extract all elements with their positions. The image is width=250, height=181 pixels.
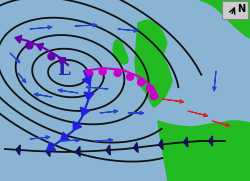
Polygon shape <box>82 76 92 85</box>
FancyArrow shape <box>58 89 78 93</box>
FancyArrow shape <box>18 73 26 83</box>
Polygon shape <box>208 136 212 146</box>
FancyBboxPatch shape <box>222 1 248 19</box>
Circle shape <box>150 92 157 100</box>
Circle shape <box>138 79 144 86</box>
Polygon shape <box>84 92 94 100</box>
FancyArrow shape <box>213 71 216 91</box>
Circle shape <box>114 70 121 77</box>
Polygon shape <box>106 145 110 155</box>
FancyArrow shape <box>212 121 230 127</box>
Polygon shape <box>15 35 22 43</box>
Polygon shape <box>16 145 20 155</box>
Polygon shape <box>135 20 172 107</box>
FancyArrow shape <box>86 86 108 89</box>
Circle shape <box>99 68 106 75</box>
Polygon shape <box>80 107 90 116</box>
FancyArrow shape <box>162 99 184 103</box>
Circle shape <box>86 70 93 77</box>
FancyArrow shape <box>30 136 50 139</box>
Polygon shape <box>158 140 163 150</box>
Polygon shape <box>76 146 80 157</box>
Polygon shape <box>46 142 56 151</box>
Circle shape <box>127 73 134 80</box>
Circle shape <box>26 42 33 49</box>
FancyArrow shape <box>10 53 20 63</box>
FancyArrow shape <box>100 110 118 113</box>
FancyArrow shape <box>34 93 52 97</box>
Polygon shape <box>158 121 250 181</box>
FancyArrow shape <box>118 29 138 32</box>
FancyArrow shape <box>75 23 97 27</box>
Polygon shape <box>184 137 188 147</box>
FancyArrow shape <box>128 111 144 115</box>
Polygon shape <box>36 43 44 51</box>
FancyArrow shape <box>60 138 80 142</box>
FancyArrow shape <box>30 26 52 29</box>
Polygon shape <box>60 132 70 141</box>
Polygon shape <box>134 142 138 152</box>
FancyArrow shape <box>188 111 208 117</box>
Circle shape <box>48 53 55 60</box>
Polygon shape <box>73 121 82 130</box>
FancyArrow shape <box>95 138 113 142</box>
Polygon shape <box>200 0 250 38</box>
Text: L: L <box>58 61 70 79</box>
Polygon shape <box>113 40 128 64</box>
Text: N: N <box>237 4 245 14</box>
Polygon shape <box>46 146 50 157</box>
Polygon shape <box>58 57 66 64</box>
Circle shape <box>146 85 153 92</box>
